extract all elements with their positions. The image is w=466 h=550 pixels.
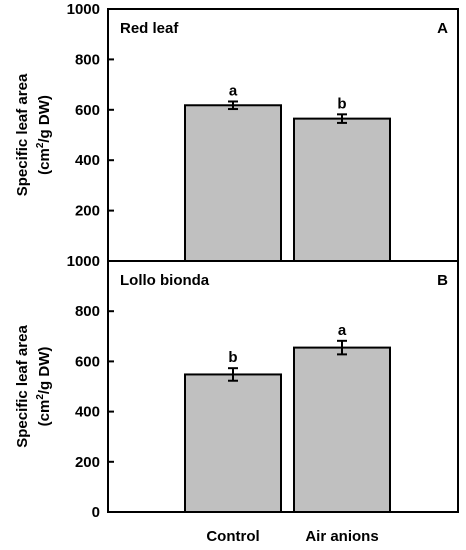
significance-label: a [229,82,238,99]
y-axis-label-line2-suffix: /g DW) [36,347,53,394]
bar [184,373,282,513]
y-tick-label: 0 [92,504,100,521]
panel-a: 200 400 600 800 1000 Red leaf Aa b [67,1,459,263]
panel-frame [107,260,459,513]
y-axis-label-line1: Specific leaf area [14,73,31,196]
y-tick-label: 1000 [67,253,100,270]
y-axis-label-superscript: 2 [35,394,46,400]
panel-letter: A [437,20,448,37]
significance-label: b [337,95,346,112]
y-axis-label-line2: (cm [36,148,53,175]
bar [184,104,282,262]
y-axis-label-line2: (cm [36,400,53,427]
y-axis-label-superscript: 2 [35,142,46,148]
panel-title: Red leaf [120,20,179,37]
y-axis-label: Specific leaf area (cm2/g DW) [14,73,53,196]
x-category-label: Air anions [305,528,378,545]
bar [293,346,391,513]
y-axis-label: Specific leaf area (cm2/g DW) [14,325,53,448]
x-category-label: Control [206,528,259,545]
significance-label: a [338,322,347,339]
y-tick-label: 200 [75,203,100,220]
y-tick-label: 1000 [67,1,100,18]
y-axis-label-line1: Specific leaf area [14,325,31,448]
y-tick-label: 400 [75,404,100,421]
panel-frame [107,8,459,262]
panel-letter: B [437,272,448,289]
panel-title: Lollo bionda [120,272,210,289]
bar [293,117,391,263]
significance-label: b [228,349,237,366]
panel-b: 0 200 400 600 800 1000 Lollo bionda Bb a [67,253,459,521]
y-tick-label: 600 [75,353,100,370]
y-tick-label: 800 [75,303,100,320]
y-axis-label-line2-suffix: /g DW) [36,95,53,142]
y-tick-label: 800 [75,51,100,68]
y-tick-label: 400 [75,152,100,169]
y-tick-label: 600 [75,102,100,119]
y-tick-label: 200 [75,454,100,471]
